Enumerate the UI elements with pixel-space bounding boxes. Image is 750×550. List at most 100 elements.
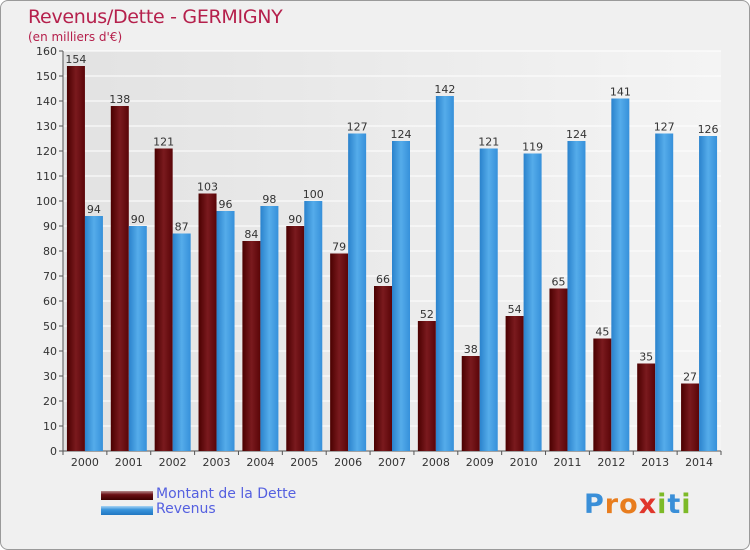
bar-dette	[330, 253, 349, 451]
bar-revenus	[523, 153, 542, 451]
data-label-dette: 79	[332, 241, 346, 254]
bar-dette	[66, 66, 85, 451]
x-tick-label: 2005	[290, 456, 318, 469]
y-tick-label: 90	[43, 220, 57, 233]
data-label-dette: 90	[288, 213, 302, 226]
logo-letter: i	[681, 489, 692, 520]
legend-swatch-revenus	[101, 506, 153, 515]
y-tick-label: 20	[43, 395, 57, 408]
bar-revenus	[699, 136, 718, 451]
bar-dette	[637, 363, 656, 451]
data-label-revenus: 98	[262, 193, 276, 206]
bar-dette	[505, 316, 524, 451]
legend-label-dette: Montant de la Dette	[156, 486, 297, 502]
data-label-dette: 65	[551, 276, 565, 289]
bar-revenus	[655, 133, 674, 451]
bar-dette	[242, 241, 261, 451]
y-tick-label: 40	[43, 345, 57, 358]
x-tick-label: 2010	[510, 456, 538, 469]
bar-revenus	[128, 226, 147, 451]
bar-dette	[110, 106, 129, 451]
legend-swatch-dette	[101, 491, 153, 500]
bar-revenus	[611, 98, 630, 451]
data-label-dette: 54	[508, 303, 522, 316]
bar-revenus	[392, 141, 410, 451]
y-tick-label: 160	[36, 45, 57, 58]
data-label-dette: 27	[683, 371, 697, 384]
bar-revenus	[479, 148, 498, 451]
data-label-dette: 138	[109, 93, 130, 106]
x-tick-label: 2000	[71, 456, 99, 469]
x-tick-label: 2009	[466, 456, 494, 469]
data-label-revenus: 126	[698, 123, 719, 136]
x-tick-label: 2003	[203, 456, 231, 469]
y-tick-label: 0	[50, 445, 57, 458]
bar-dette	[154, 148, 173, 451]
data-label-dette: 84	[244, 228, 258, 241]
y-tick-label: 130	[36, 120, 57, 133]
bar-revenus	[216, 211, 235, 451]
chart-title: Revenus/Dette - GERMIGNY	[28, 6, 283, 28]
data-label-revenus: 127	[347, 121, 368, 134]
logo-letter: t	[667, 489, 682, 520]
bar-dette	[417, 321, 436, 451]
y-tick-label: 100	[36, 195, 57, 208]
bar-dette	[374, 286, 392, 451]
data-label-revenus: 142	[434, 83, 455, 96]
proxiti-logo: Proxiti	[584, 489, 692, 520]
bar-revenus	[304, 201, 323, 451]
logo-letter: i	[657, 489, 668, 520]
data-label-dette: 38	[464, 343, 478, 356]
legend-label-revenus: Revenus	[156, 501, 216, 517]
bar-revenus	[435, 96, 454, 451]
data-label-revenus: 124	[391, 128, 412, 141]
y-tick-label: 50	[43, 320, 57, 333]
y-tick-label: 30	[43, 370, 57, 383]
data-label-dette: 45	[595, 326, 609, 339]
data-label-dette: 66	[376, 273, 390, 286]
logo-letter: x	[638, 489, 658, 520]
x-tick-label: 2006	[334, 456, 362, 469]
bar-revenus	[260, 206, 279, 451]
data-label-dette: 103	[197, 181, 218, 194]
data-label-revenus: 127	[654, 121, 675, 134]
x-tick-label: 2007	[378, 456, 406, 469]
y-tick-label: 70	[43, 270, 57, 283]
bar-dette	[461, 356, 480, 451]
y-tick-label: 110	[36, 170, 57, 183]
bar-revenus	[348, 133, 367, 451]
x-tick-label: 2001	[115, 456, 143, 469]
x-tick-label: 2002	[159, 456, 187, 469]
data-label-revenus: 121	[478, 136, 499, 149]
data-label-revenus: 96	[219, 198, 233, 211]
data-label-revenus: 90	[131, 213, 145, 226]
bar-dette	[198, 193, 217, 451]
chart-subtitle: (en milliers d'€)	[28, 30, 123, 44]
data-label-revenus: 119	[522, 141, 543, 154]
data-label-revenus: 100	[303, 188, 324, 201]
data-label-dette: 154	[65, 53, 86, 66]
y-tick-label: 120	[36, 145, 57, 158]
y-tick-label: 140	[36, 95, 57, 108]
data-label-revenus: 141	[610, 86, 631, 99]
logo-letter: o	[619, 489, 639, 520]
y-tick-label: 80	[43, 245, 57, 258]
y-tick-label: 150	[36, 70, 57, 83]
bar-dette	[681, 383, 700, 451]
bar-dette	[549, 288, 568, 451]
data-label-dette: 35	[639, 351, 653, 364]
logo-letter: P	[584, 489, 605, 520]
data-label-dette: 121	[153, 136, 174, 149]
logo-letter: r	[604, 489, 620, 520]
x-tick-label: 2004	[246, 456, 274, 469]
data-label-dette: 52	[420, 308, 434, 321]
bar-dette	[593, 338, 612, 451]
bar-dette	[286, 226, 305, 451]
x-tick-label: 2014	[685, 456, 713, 469]
bar-revenus	[567, 141, 586, 451]
y-tick-label: 10	[43, 420, 57, 433]
data-label-revenus: 87	[175, 221, 189, 234]
y-tick-label: 60	[43, 295, 57, 308]
bar-revenus	[172, 233, 191, 451]
